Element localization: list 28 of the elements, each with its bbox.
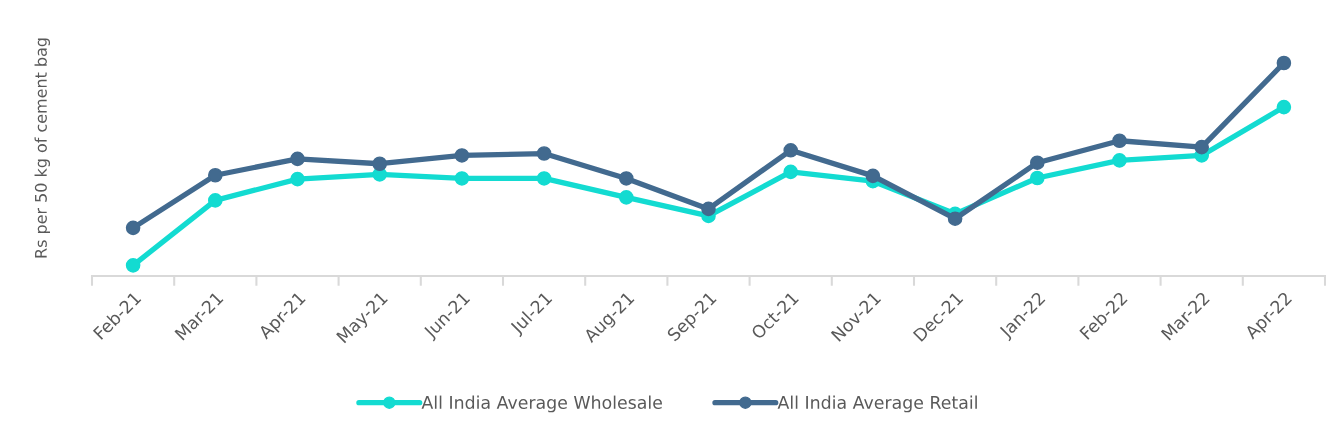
point — [1112, 133, 1127, 149]
point — [783, 164, 798, 180]
point — [619, 171, 634, 186]
point — [783, 143, 798, 158]
point — [454, 171, 470, 186]
point — [536, 171, 552, 186]
legend-label: All India Average Retail — [777, 395, 977, 413]
point — [1030, 170, 1045, 186]
y-axis-title: Rs per 50 kg of cement bag — [34, 38, 50, 258]
point — [1112, 153, 1127, 168]
point — [208, 193, 223, 208]
point — [125, 220, 141, 236]
point — [701, 201, 716, 217]
point — [454, 148, 470, 163]
legend-label: All India Average Wholesale — [421, 395, 662, 413]
point — [1030, 155, 1045, 170]
point — [536, 146, 552, 161]
point — [1276, 99, 1292, 115]
point — [865, 168, 881, 184]
point — [290, 171, 305, 187]
point — [1276, 55, 1292, 71]
point — [125, 258, 141, 273]
point — [290, 151, 305, 167]
point — [619, 190, 634, 205]
point — [372, 156, 387, 172]
point — [947, 211, 963, 226]
point — [1194, 139, 1209, 155]
point — [208, 167, 223, 183]
